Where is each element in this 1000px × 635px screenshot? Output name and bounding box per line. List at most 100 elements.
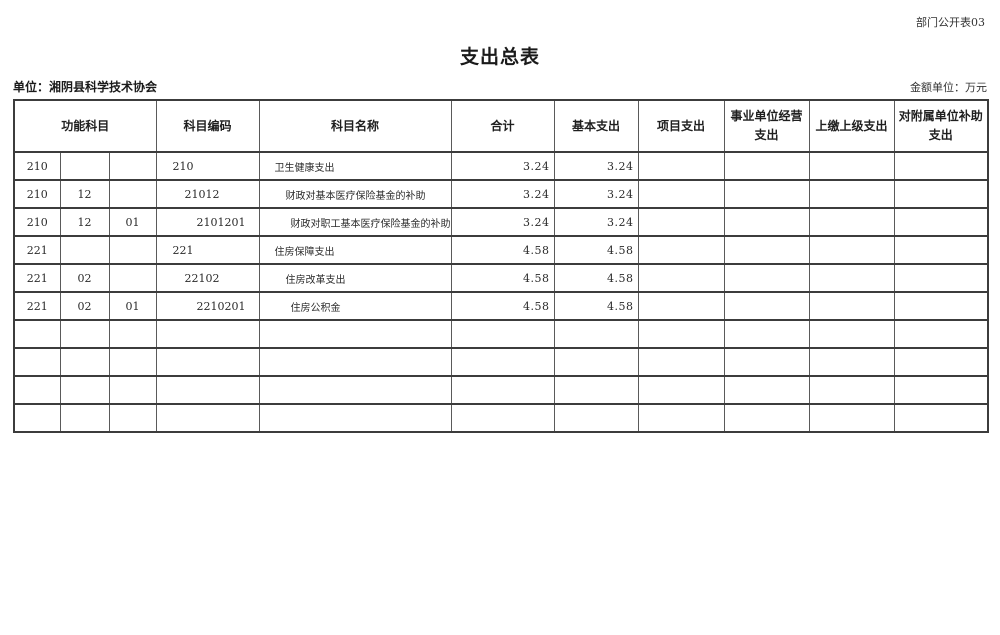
cell-total: 4.58 [450, 291, 555, 321]
cell-subsidy [893, 235, 989, 265]
cell-basic [553, 403, 639, 433]
cell-upper [808, 291, 895, 321]
table-row: 221 02 01 2210201 住房公积金 4.58 4.58 [13, 291, 989, 321]
table-body: 210 210 卫生健康支出 3.24 3.24 210 12 21012 财政对基本医疗保险基… [13, 151, 989, 433]
cell-f3 [108, 403, 157, 433]
cell-project [637, 179, 725, 209]
cell-f1: 210 [13, 207, 61, 237]
cell-operating [723, 403, 810, 433]
cell-name [258, 403, 452, 433]
header-subject-name: 科目名称 [258, 99, 452, 153]
cell-project [637, 347, 725, 377]
table-row [13, 375, 989, 405]
header-upper-level-expenditure: 上缴上级支出 [808, 99, 895, 153]
cell-project [637, 263, 725, 293]
cell-project [637, 375, 725, 405]
cell-f2 [59, 319, 110, 349]
cell-name [258, 375, 452, 405]
cell-upper [808, 207, 895, 237]
cell-project [637, 403, 725, 433]
cell-f2: 02 [59, 291, 110, 321]
cell-f2: 12 [59, 179, 110, 209]
cell-subsidy [893, 319, 989, 349]
cell-code [155, 319, 260, 349]
cell-name: 住房保障支出 [258, 235, 452, 265]
cell-operating [723, 235, 810, 265]
cell-basic [553, 347, 639, 377]
table-header: 功能科目 科目编码 科目名称 合计 基本支出 项目支出 事业单位经营支出 上缴上… [13, 99, 989, 153]
cell-project [637, 151, 725, 181]
cell-total: 3.24 [450, 179, 555, 209]
cell-total: 4.58 [450, 263, 555, 293]
cell-name: 住房公积金 [258, 291, 452, 321]
cell-f3 [108, 235, 157, 265]
header-project-expenditure: 项目支出 [637, 99, 725, 153]
cell-f1: 210 [13, 151, 61, 181]
table-row: 210 12 21012 财政对基本医疗保险基金的补助 3.24 3.24 [13, 179, 989, 209]
table-row: 210 12 01 2101201 财政对职工基本医疗保险基金的补助 3.24 3.24 [13, 207, 989, 237]
cell-code [155, 403, 260, 433]
header-operating-expenditure: 事业单位经营支出 [723, 99, 810, 153]
page-title: 支出总表 [459, 46, 540, 68]
cell-f1: 221 [13, 291, 61, 321]
table-row: 221 02 22102 住房改革支出 4.58 4.58 [13, 263, 989, 293]
cell-basic: 4.58 [553, 291, 639, 321]
cell-name [258, 319, 452, 349]
cell-f2: 02 [59, 263, 110, 293]
cell-total [450, 403, 555, 433]
cell-code [155, 347, 260, 377]
cell-name: 财政对基本医疗保险基金的补助 [258, 179, 452, 209]
cell-code: 2210201 [155, 291, 260, 321]
cell-f3 [108, 375, 157, 405]
cell-f2 [59, 347, 110, 377]
cell-operating [723, 291, 810, 321]
cell-subsidy [893, 263, 989, 293]
unit-name-label: 单位：湘阴县科学技术协会 [13, 80, 158, 94]
cell-code: 2101201 [155, 207, 260, 237]
cell-f2: 12 [59, 207, 110, 237]
header-subsidy-expenditure: 对附属单位补助支出 [893, 99, 989, 153]
cell-upper [808, 235, 895, 265]
cell-f3: 01 [108, 291, 157, 321]
cell-basic: 4.58 [553, 263, 639, 293]
cell-operating [723, 319, 810, 349]
table-row [13, 403, 989, 433]
cell-f2 [59, 151, 110, 181]
cell-f1: 221 [13, 263, 61, 293]
cell-upper [808, 263, 895, 293]
cell-subsidy [893, 291, 989, 321]
cell-basic [553, 319, 639, 349]
cell-operating [723, 263, 810, 293]
cell-name: 住房改革支出 [258, 263, 452, 293]
cell-total: 4.58 [450, 235, 555, 265]
cell-f3 [108, 263, 157, 293]
expenditure-summary-table: 功能科目 科目编码 科目名称 合计 基本支出 项目支出 事业单位经营支出 上缴上… [13, 99, 990, 433]
cell-f1: 221 [13, 235, 61, 265]
header-basic-expenditure: 基本支出 [553, 99, 639, 153]
cell-code: 221 [155, 235, 260, 265]
header-subject-code: 科目编码 [155, 99, 260, 153]
cell-name: 卫生健康支出 [258, 151, 452, 181]
header-total: 合计 [450, 99, 555, 153]
cell-project [637, 235, 725, 265]
cell-upper [808, 151, 895, 181]
table-row: 210 210 卫生健康支出 3.24 3.24 [13, 151, 989, 181]
cell-f3 [108, 347, 157, 377]
cell-f3 [108, 319, 157, 349]
cell-basic: 3.24 [553, 151, 639, 181]
cell-subsidy [893, 375, 989, 405]
cell-operating [723, 375, 810, 405]
cell-total [450, 347, 555, 377]
cell-operating [723, 151, 810, 181]
table-row [13, 319, 989, 349]
cell-project [637, 319, 725, 349]
cell-operating [723, 207, 810, 237]
cell-project [637, 207, 725, 237]
cell-code: 21012 [155, 179, 260, 209]
header-row: 功能科目 科目编码 科目名称 合计 基本支出 项目支出 事业单位经营支出 上缴上… [13, 99, 989, 153]
cell-total: 3.24 [450, 151, 555, 181]
cell-name: 财政对职工基本医疗保险基金的补助 [258, 207, 452, 237]
cell-subsidy [893, 179, 989, 209]
cell-f3 [108, 151, 157, 181]
cell-basic: 3.24 [553, 207, 639, 237]
